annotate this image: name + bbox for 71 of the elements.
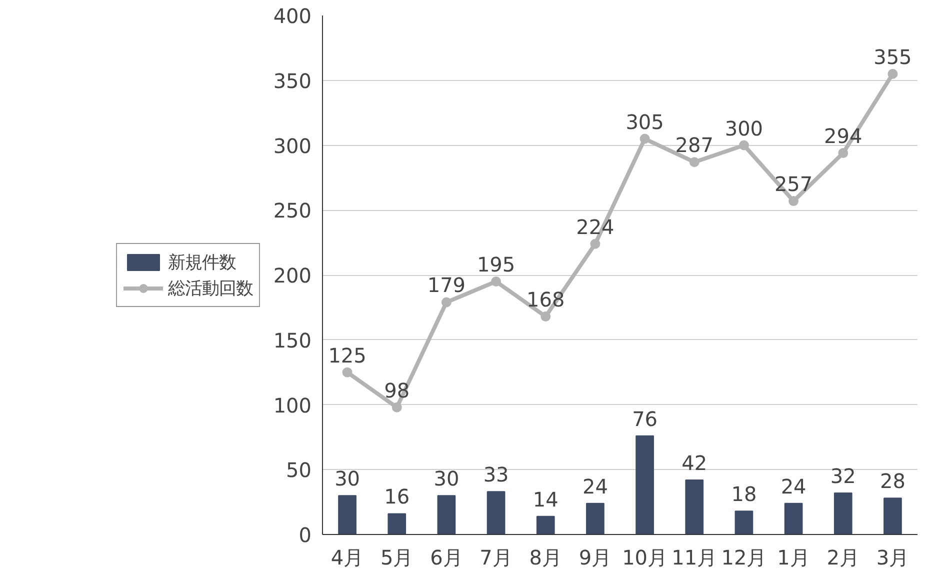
- x-tick-label: 6月: [430, 546, 463, 570]
- bar: [884, 498, 902, 534]
- bar: [636, 435, 654, 534]
- bar: [685, 480, 704, 534]
- y-tick-label: 350: [273, 68, 312, 93]
- x-tick-label: 8月: [529, 546, 562, 570]
- data-label: 168: [526, 288, 565, 312]
- y-tick-label: 300: [273, 134, 312, 158]
- y-tick-label: 400: [273, 4, 312, 28]
- point: [788, 196, 799, 206]
- point: [441, 297, 452, 308]
- point: [689, 157, 700, 168]
- bar: [486, 491, 506, 534]
- y-tick-label: 0: [298, 523, 312, 547]
- bar: [834, 492, 852, 534]
- x-tick-label: 4月: [330, 546, 364, 570]
- point: [888, 68, 898, 79]
- bar: [734, 510, 754, 534]
- point: [640, 134, 650, 144]
- y-tick-label: 100: [273, 393, 312, 418]
- legend-label: 新規件数: [168, 252, 236, 274]
- data-label: 28: [880, 469, 906, 494]
- x-tick-label: 9月: [578, 546, 612, 570]
- data-label: 287: [675, 133, 714, 158]
- data-label: 32: [830, 464, 856, 488]
- point: [491, 276, 502, 286]
- x-tick-label: 7月: [480, 546, 512, 570]
- data-label: 195: [476, 252, 516, 276]
- bar: [338, 495, 356, 534]
- y-tick-label: 250: [273, 198, 312, 223]
- x-tick-label: 3月: [876, 546, 910, 570]
- data-label: 300: [724, 116, 764, 140]
- point: [342, 367, 352, 378]
- y-tick-label: 150: [273, 328, 312, 352]
- data-label: 18: [731, 482, 757, 506]
- data-label: 224: [576, 214, 614, 239]
- point: [838, 148, 848, 158]
- data-label: 355: [874, 44, 912, 69]
- data-label: 24: [582, 474, 608, 498]
- point: [392, 402, 402, 412]
- y-tick-label: 50: [286, 458, 312, 482]
- bar: [437, 495, 456, 534]
- data-label: 42: [682, 451, 708, 476]
- bar: [536, 516, 555, 534]
- data-label: 305: [626, 110, 664, 134]
- data-label: 294: [824, 124, 862, 148]
- data-label: 179: [427, 273, 466, 298]
- bar: [388, 513, 406, 534]
- bar: [784, 502, 803, 534]
- legend-label: 総活動回数: [168, 278, 253, 300]
- x-tick-label: 1月: [777, 546, 810, 570]
- bar: [586, 502, 604, 534]
- data-label: 30: [434, 466, 460, 491]
- x-tick-label: 10月: [622, 546, 668, 570]
- data-label: 14: [532, 487, 558, 512]
- point: [540, 312, 551, 322]
- point: [590, 238, 600, 249]
- x-tick-label: 5月: [380, 546, 414, 570]
- x-tick-label: 11月: [672, 546, 718, 570]
- y-tick-label: 200: [273, 264, 312, 288]
- point: [738, 140, 749, 150]
- data-label: 98: [384, 378, 410, 402]
- data-label: 125: [328, 343, 366, 368]
- data-label: 257: [774, 172, 813, 196]
- data-label: 33: [483, 462, 509, 487]
- data-label: 16: [384, 484, 410, 509]
- data-label: 30: [334, 466, 360, 491]
- data-label: 76: [632, 406, 658, 431]
- x-tick-label: 12月: [721, 546, 767, 570]
- x-tick-label: 2月: [826, 546, 860, 570]
- data-label: 24: [780, 474, 806, 498]
